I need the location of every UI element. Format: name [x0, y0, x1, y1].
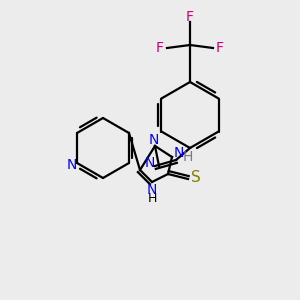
- Text: N: N: [67, 158, 77, 172]
- Text: N: N: [147, 183, 157, 197]
- Text: S: S: [191, 170, 201, 185]
- Text: N: N: [145, 156, 155, 170]
- Text: N: N: [174, 146, 184, 160]
- Text: F: F: [216, 41, 224, 55]
- Text: H: H: [147, 193, 157, 206]
- Text: N: N: [149, 133, 159, 147]
- Text: F: F: [186, 10, 194, 24]
- Text: F: F: [156, 41, 164, 55]
- Text: H: H: [183, 150, 193, 164]
